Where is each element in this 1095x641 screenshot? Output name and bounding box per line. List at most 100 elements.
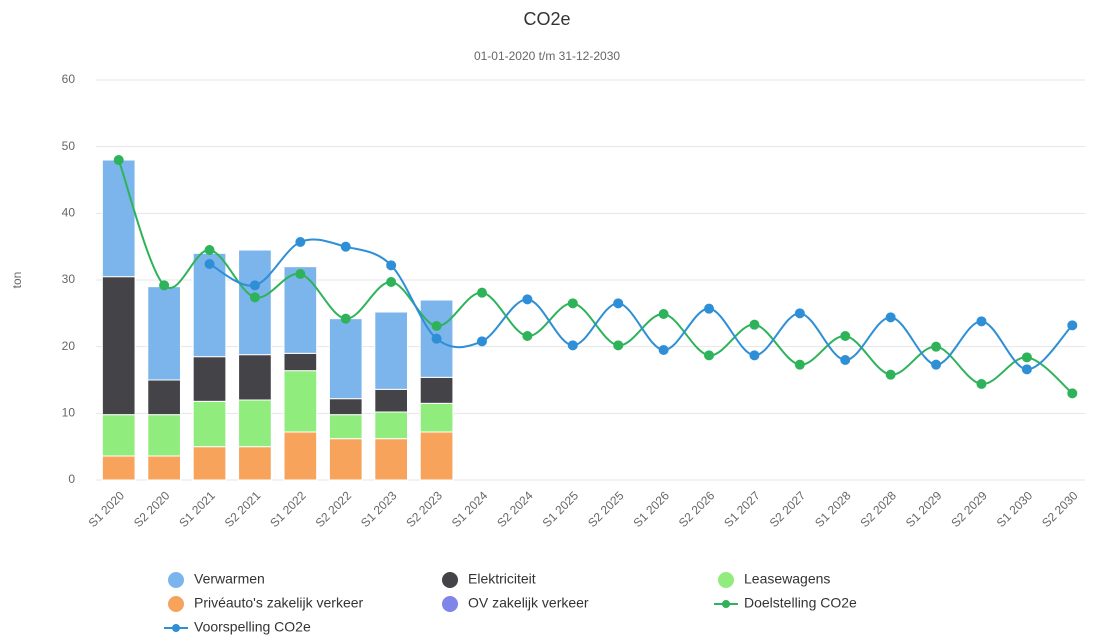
line-marker	[204, 245, 215, 255]
y-tick-label: 60	[62, 72, 76, 86]
bar	[192, 356, 227, 402]
x-tick-label: S2 2029	[948, 488, 990, 530]
line-marker	[1067, 388, 1078, 399]
bar	[101, 455, 136, 481]
y-tick-label: 0	[68, 472, 75, 486]
legend-label: Elektriciteit	[468, 571, 536, 587]
x-tick-label: S2 2030	[1039, 488, 1081, 530]
line-marker	[840, 331, 851, 341]
line	[117, 159, 1073, 395]
bar	[374, 311, 409, 390]
y-tick-label: 50	[62, 139, 76, 153]
x-tick-label: S1 2021	[176, 488, 218, 530]
line-marker	[1021, 364, 1032, 375]
legend-swatch	[172, 624, 180, 632]
line-marker	[704, 350, 715, 361]
bar	[328, 318, 363, 400]
bar	[238, 354, 272, 401]
y-tick-label: 40	[62, 206, 76, 220]
bar	[374, 438, 409, 481]
bar	[238, 446, 272, 481]
line-marker	[295, 269, 306, 279]
bar	[192, 446, 227, 481]
bar	[283, 266, 318, 354]
x-tick-label: S2 2023	[403, 488, 445, 530]
line-marker	[522, 331, 533, 341]
x-tick-label: S1 2026	[630, 488, 672, 530]
line-marker	[522, 294, 533, 305]
line-marker	[1067, 320, 1078, 331]
line-marker	[931, 359, 942, 370]
bar	[328, 414, 363, 440]
bar	[283, 352, 318, 372]
line-marker	[340, 313, 351, 324]
line-marker	[386, 277, 397, 287]
line-marker	[658, 309, 669, 319]
line-marker	[295, 237, 306, 247]
bar	[147, 414, 181, 457]
line-marker	[567, 340, 578, 351]
line-marker	[476, 336, 487, 347]
x-tick-label: S2 2020	[131, 488, 173, 530]
line-marker	[976, 379, 987, 389]
x-tick-label: S2 2026	[676, 488, 718, 530]
line-marker	[113, 155, 124, 165]
x-tick-label: S2 2027	[767, 488, 809, 530]
legend-swatch	[168, 572, 184, 588]
bar	[328, 398, 363, 416]
legend-swatch	[442, 572, 458, 588]
line-marker	[749, 319, 760, 330]
line-marker	[567, 298, 578, 309]
y-tick-label: 20	[62, 339, 76, 353]
line-marker	[204, 259, 215, 269]
x-tick-label: S2 2022	[313, 488, 355, 530]
line-marker	[976, 316, 987, 327]
line-marker	[249, 292, 260, 303]
line-marker	[249, 280, 260, 291]
x-tick-label: S2 2028	[858, 488, 900, 530]
bar	[238, 399, 272, 448]
y-tick-label: 10	[62, 406, 76, 420]
line-marker	[885, 369, 896, 380]
bar	[147, 455, 181, 481]
legend-label: Verwarmen	[194, 571, 265, 587]
bar	[419, 431, 454, 481]
bar	[101, 414, 136, 457]
line-marker	[658, 345, 669, 355]
legend-label: Doelstelling CO2e	[744, 595, 857, 611]
x-tick-label: S1 2022	[267, 488, 309, 530]
legend-swatch	[168, 596, 184, 612]
legend-label: Privéauto's zakelijk verkeer	[194, 595, 364, 611]
y-tick-label: 30	[62, 272, 76, 286]
bar	[419, 402, 454, 433]
x-tick-label: S2 2025	[585, 488, 627, 530]
line-marker	[613, 298, 624, 309]
x-tick-label: S2 2024	[494, 488, 536, 530]
bar	[101, 159, 136, 278]
bar	[328, 438, 363, 481]
legend-label: Leasewagens	[744, 571, 830, 587]
bar	[101, 276, 136, 416]
legend-label: OV zakelijk verkeer	[468, 595, 589, 611]
bar	[283, 370, 318, 433]
legend-swatch	[718, 572, 734, 588]
x-tick-label: S1 2023	[358, 488, 400, 530]
bar	[192, 400, 227, 448]
x-tick-label: S1 2028	[812, 488, 854, 530]
bar	[374, 388, 409, 413]
line-marker	[1021, 352, 1032, 363]
line-marker	[794, 308, 805, 319]
x-tick-label: S1 2029	[903, 488, 945, 530]
x-tick-label: S1 2025	[540, 488, 582, 530]
line-marker	[386, 260, 397, 271]
line-marker	[476, 287, 487, 298]
bar	[283, 431, 318, 481]
line-marker	[931, 341, 942, 352]
x-tick-label: S2 2021	[222, 488, 264, 530]
line-marker	[704, 303, 715, 314]
line-marker	[159, 280, 170, 291]
x-tick-label: S1 2020	[86, 488, 128, 530]
bar	[419, 376, 454, 404]
line-marker	[613, 340, 624, 351]
